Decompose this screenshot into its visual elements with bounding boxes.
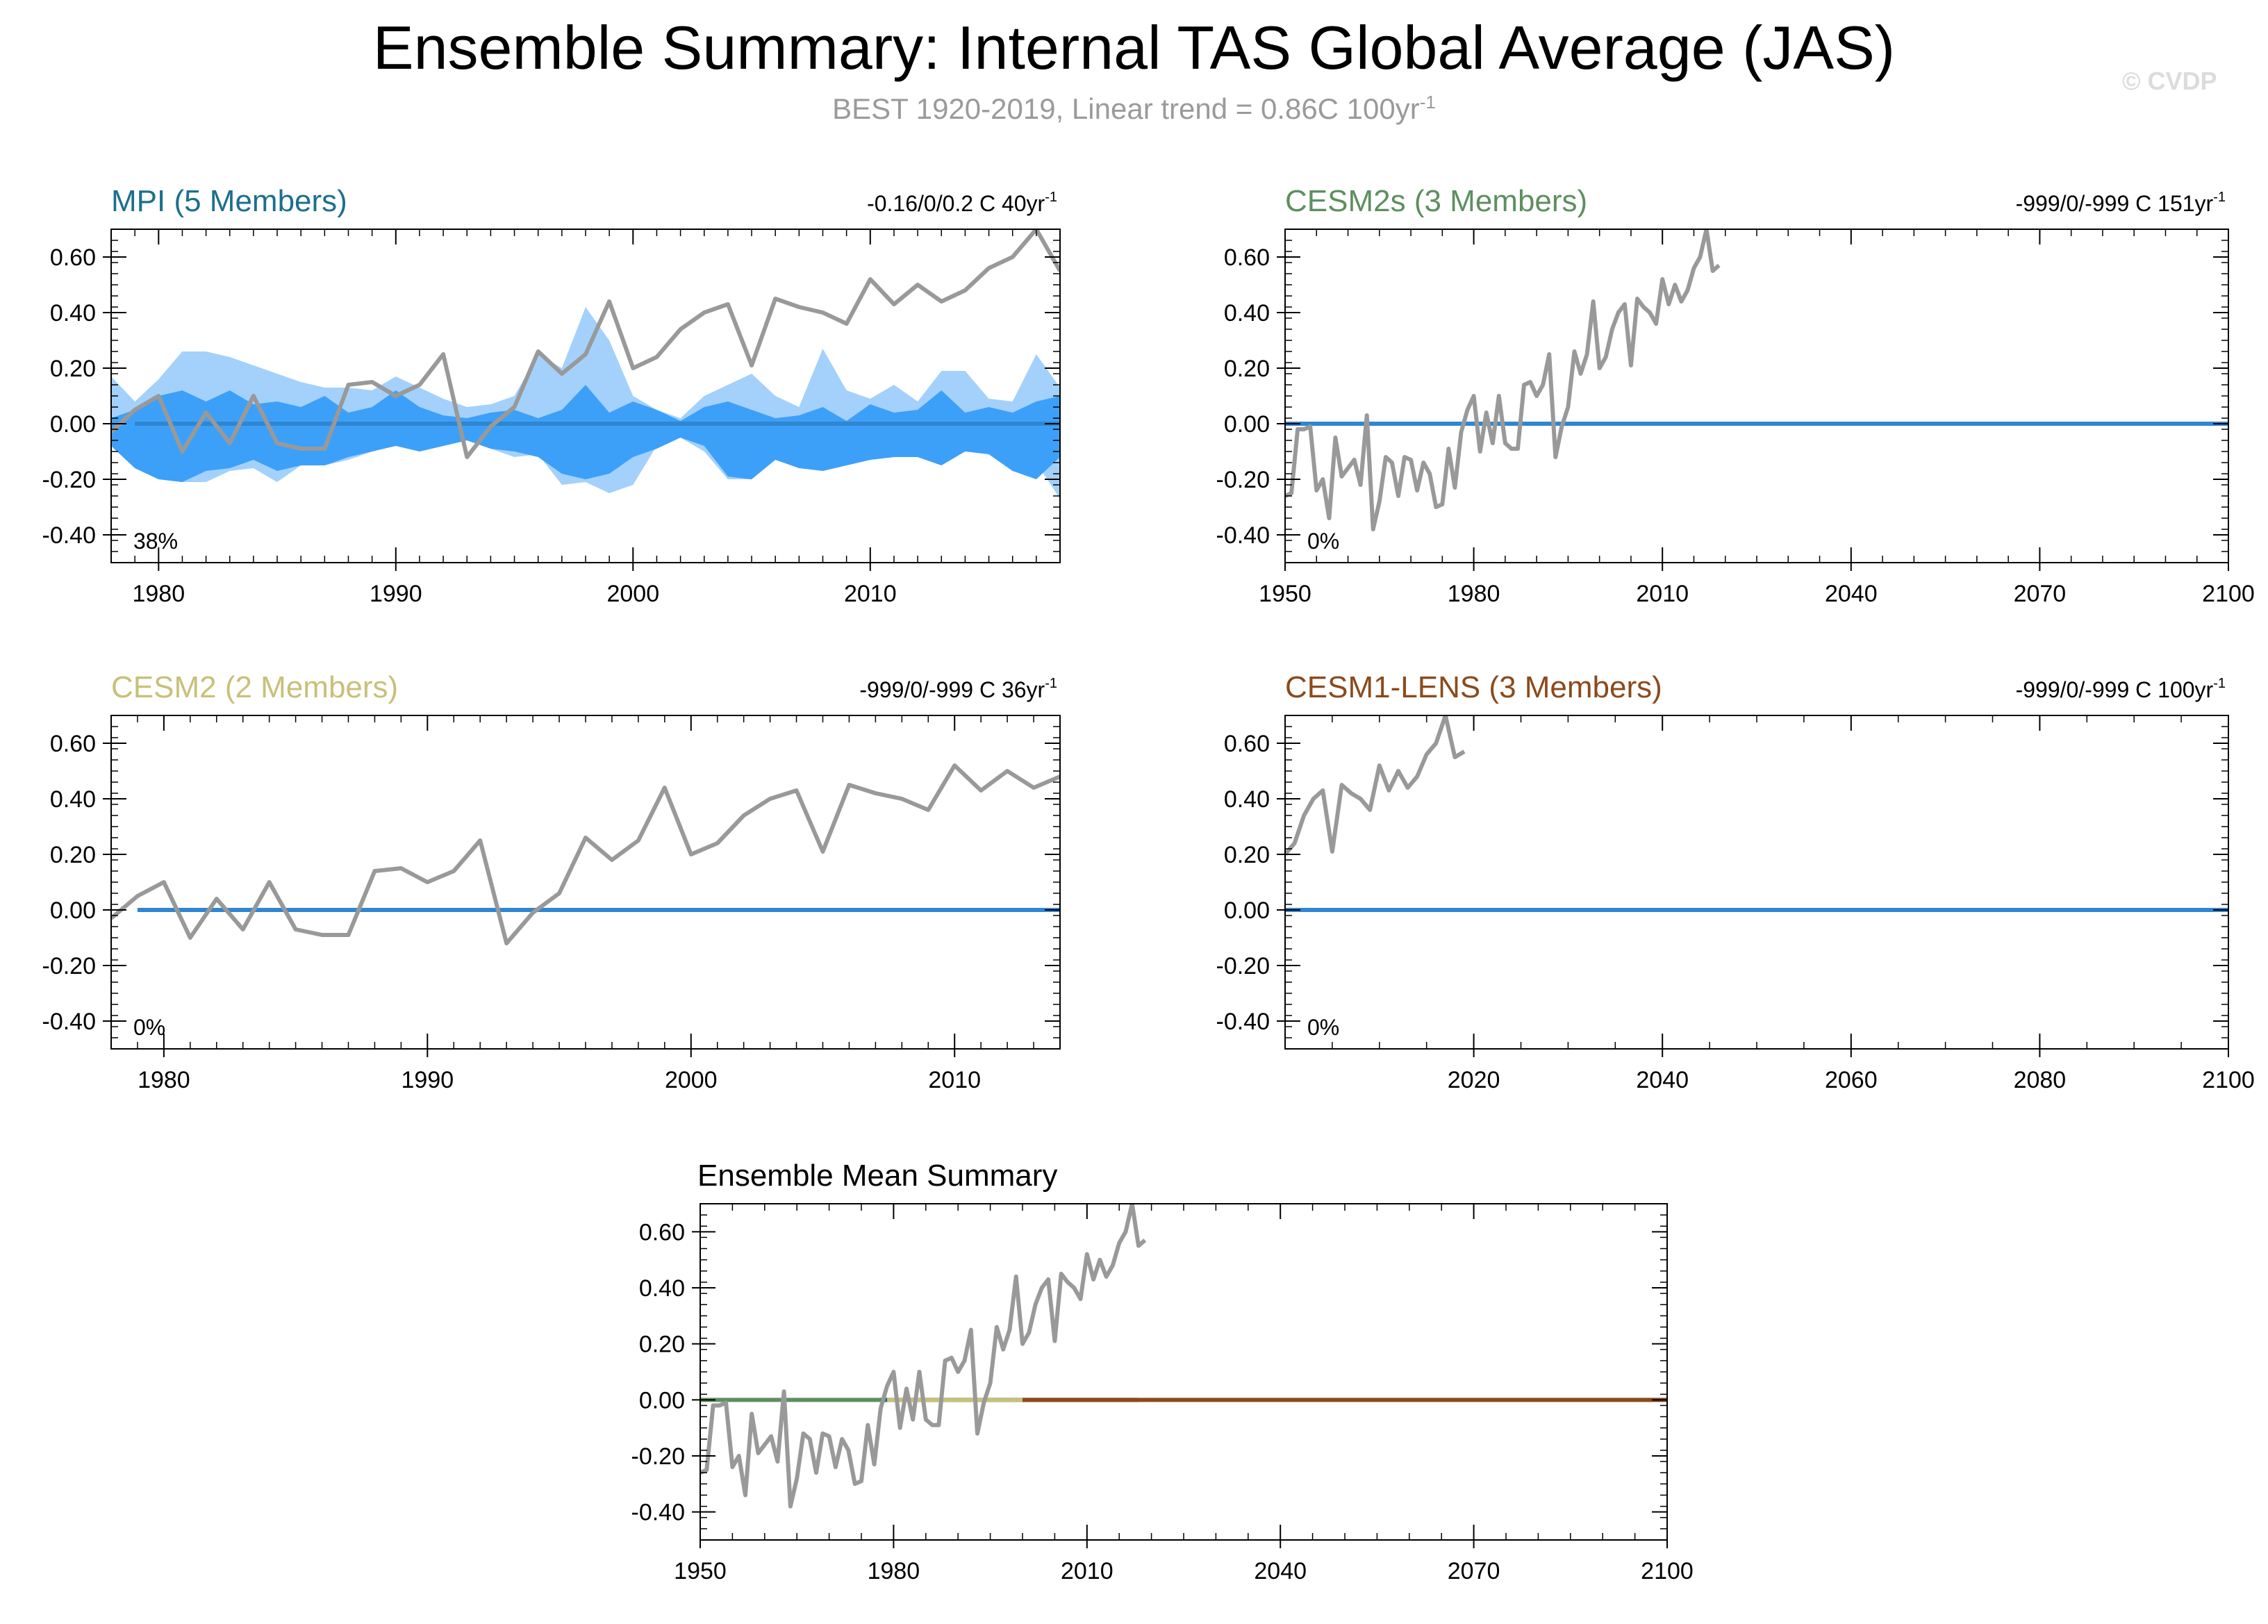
x-tick-label: 1980 (132, 581, 185, 607)
y-tick-label: -0.40 (1216, 1009, 1270, 1035)
x-tick-label: 2100 (2202, 1067, 2255, 1093)
y-tick-label: 0.00 (50, 411, 96, 438)
trend-superscript: -1 (1045, 190, 1057, 205)
y-tick-label: 0.20 (50, 356, 96, 382)
y-tick-label: 0.60 (639, 1219, 685, 1245)
figure-title: Ensemble Summary: Internal TAS Global Av… (372, 13, 1896, 82)
plot-frame (1284, 715, 2229, 1050)
y-tick-label: 0.40 (639, 1275, 685, 1302)
y-tick-label: -0.40 (42, 522, 97, 549)
plot-frame (700, 1203, 1668, 1541)
trend-text: -999/0/-999 C 100yr (2016, 677, 2214, 702)
x-tick-label: 2020 (1448, 1067, 1500, 1093)
trend-text: -0.16/0/0.2 C 40yr (867, 191, 1045, 216)
y-tick-label: 0.00 (639, 1387, 685, 1414)
y-tick-label: -0.40 (631, 1500, 686, 1526)
x-tick-label: 1950 (674, 1558, 727, 1584)
figure-subtitle: BEST 1920-2019, Linear trend = 0.86C 100… (0, 92, 2268, 126)
x-tick-label: 2040 (1636, 1067, 1689, 1093)
cvdp-credit: © CVDP (2122, 67, 2217, 95)
chart-panel-3: CESM1-LENS (3 Members) -999/0/-999 C 100y… (1216, 670, 2255, 1093)
obs-line (111, 763, 1060, 945)
subtitle-superscript: -1 (1419, 92, 1436, 113)
y-tick-label: -0.20 (1216, 953, 1270, 979)
y-tick-label: 0.20 (639, 1332, 685, 1358)
spread-inner-band (111, 385, 1060, 482)
x-tick-label: 1980 (1448, 581, 1500, 607)
panel-title: CESM2s (3 Members) (1285, 184, 1587, 218)
panel-title: MPI (5 Members) (111, 184, 347, 218)
plot-frame (110, 715, 1061, 1050)
y-tick-label: 0.60 (1224, 731, 1270, 757)
percent-label: 0% (133, 1015, 165, 1040)
chart-panel-2: CESM2 (2 Members) -999/0/-999 C 36yr-1 0.6… (42, 670, 1061, 1093)
x-tick-label: 2070 (2014, 581, 2067, 607)
trend-superscript: -1 (2213, 676, 2226, 691)
y-tick-label: 0.00 (1224, 897, 1270, 924)
x-tick-label: 2010 (928, 1067, 981, 1093)
y-tick-label: 0.20 (1224, 842, 1270, 868)
trend-superscript: -1 (1045, 676, 1057, 691)
y-tick-label: -0.20 (1216, 467, 1270, 493)
x-tick-label: 2100 (2202, 581, 2255, 607)
panel-title: Ensemble Mean Summary (697, 1159, 1057, 1193)
y-tick-label: 0.00 (50, 897, 96, 924)
y-tick-label: 0.40 (50, 786, 96, 813)
chart-panel-4: Ensemble Mean Summary 0.60 0.40 0.20 0.00 -0.… (631, 1159, 1694, 1584)
y-tick-label: 0.00 (1224, 411, 1270, 438)
x-tick-label: 2070 (1448, 1558, 1500, 1584)
x-tick-label: 2010 (1061, 1558, 1114, 1584)
y-tick-label: 0.60 (50, 245, 96, 271)
x-tick-label: 2040 (1254, 1558, 1307, 1584)
x-tick-label: 1990 (402, 1067, 454, 1093)
trend-label: -0.16/0/0.2 C 40yr-1 (867, 190, 1057, 216)
obs-line (111, 229, 1060, 459)
x-tick-label: 1980 (868, 1558, 920, 1584)
subtitle-text: BEST 1920-2019, Linear trend = 0.86C 100… (832, 92, 1420, 125)
x-tick-label: 1950 (1259, 581, 1311, 607)
x-tick-label: 1990 (370, 581, 422, 607)
trend-text: -999/0/-999 C 151yr (2016, 191, 2214, 216)
x-tick-label: 2060 (1825, 1067, 1878, 1093)
percent-label: 38% (133, 529, 178, 554)
x-tick-label: 2000 (665, 1067, 718, 1093)
y-tick-label: -0.40 (1216, 522, 1270, 549)
x-tick-label: 2080 (2014, 1067, 2067, 1093)
panel-title: CESM1-LENS (3 Members) (1285, 670, 1662, 704)
panel-title: CESM2 (2 Members) (111, 670, 398, 704)
trend-text: -999/0/-999 C 36yr (859, 677, 1045, 702)
x-tick-label: 1980 (138, 1067, 190, 1093)
trend-label: -999/0/-999 C 100yr-1 (2016, 676, 2226, 702)
y-tick-label: -0.20 (631, 1443, 686, 1470)
y-tick-label: 0.60 (50, 731, 96, 757)
obs-line (1285, 715, 1466, 856)
chart-panel-1: CESM2s (3 Members) -999/0/-999 C 151yr-1 0… (1216, 184, 2255, 607)
chart-panel-0: MPI (5 Members) -0.16/0/0.2 C 40yr-1 0.60 0… (42, 184, 1061, 607)
trend-superscript: -1 (2213, 190, 2226, 205)
x-tick-label: 2010 (844, 581, 897, 607)
plot-frame (1284, 229, 2229, 563)
y-tick-label: -0.20 (42, 953, 97, 979)
trend-label: -999/0/-999 C 151yr-1 (2016, 190, 2226, 216)
obs-line (700, 1204, 1147, 1509)
x-tick-label: 2010 (1636, 581, 1689, 607)
x-tick-label: 2100 (1641, 1558, 1694, 1584)
percent-label: 0% (1307, 1015, 1339, 1040)
y-tick-label: 0.60 (1224, 245, 1270, 271)
y-tick-label: -0.40 (42, 1009, 97, 1035)
y-tick-label: 0.40 (1224, 300, 1270, 326)
y-tick-label: 0.40 (50, 300, 96, 326)
y-tick-label: 0.40 (1224, 786, 1270, 813)
y-tick-label: 0.20 (1224, 356, 1270, 382)
x-tick-label: 2040 (1825, 581, 1878, 607)
percent-label: 0% (1307, 529, 1339, 554)
obs-line (1285, 229, 1721, 531)
y-tick-label: 0.20 (50, 842, 96, 868)
trend-label: -999/0/-999 C 36yr-1 (859, 676, 1057, 702)
y-tick-label: -0.20 (42, 467, 97, 493)
x-tick-label: 2000 (606, 581, 659, 607)
